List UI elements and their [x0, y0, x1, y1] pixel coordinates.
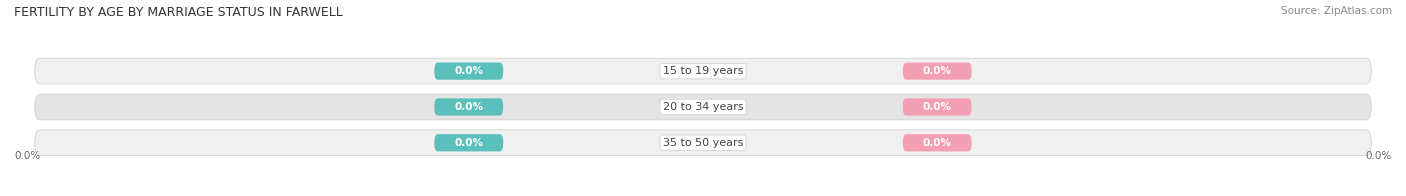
- Text: 0.0%: 0.0%: [454, 102, 484, 112]
- Text: 0.0%: 0.0%: [922, 66, 952, 76]
- Text: 0.0%: 0.0%: [922, 138, 952, 148]
- Text: Source: ZipAtlas.com: Source: ZipAtlas.com: [1281, 6, 1392, 16]
- Text: 0.0%: 0.0%: [454, 138, 484, 148]
- Text: 0.0%: 0.0%: [1365, 151, 1392, 161]
- FancyBboxPatch shape: [434, 98, 503, 116]
- Text: 0.0%: 0.0%: [14, 151, 41, 161]
- FancyBboxPatch shape: [903, 98, 972, 116]
- FancyBboxPatch shape: [35, 58, 1371, 84]
- FancyBboxPatch shape: [434, 134, 503, 151]
- Text: FERTILITY BY AGE BY MARRIAGE STATUS IN FARWELL: FERTILITY BY AGE BY MARRIAGE STATUS IN F…: [14, 6, 343, 19]
- FancyBboxPatch shape: [903, 63, 972, 80]
- Text: 0.0%: 0.0%: [454, 66, 484, 76]
- FancyBboxPatch shape: [434, 63, 503, 80]
- FancyBboxPatch shape: [35, 130, 1371, 156]
- Text: 35 to 50 years: 35 to 50 years: [662, 138, 744, 148]
- Text: 15 to 19 years: 15 to 19 years: [662, 66, 744, 76]
- Text: 20 to 34 years: 20 to 34 years: [662, 102, 744, 112]
- Text: 0.0%: 0.0%: [922, 102, 952, 112]
- FancyBboxPatch shape: [903, 134, 972, 151]
- FancyBboxPatch shape: [35, 94, 1371, 120]
